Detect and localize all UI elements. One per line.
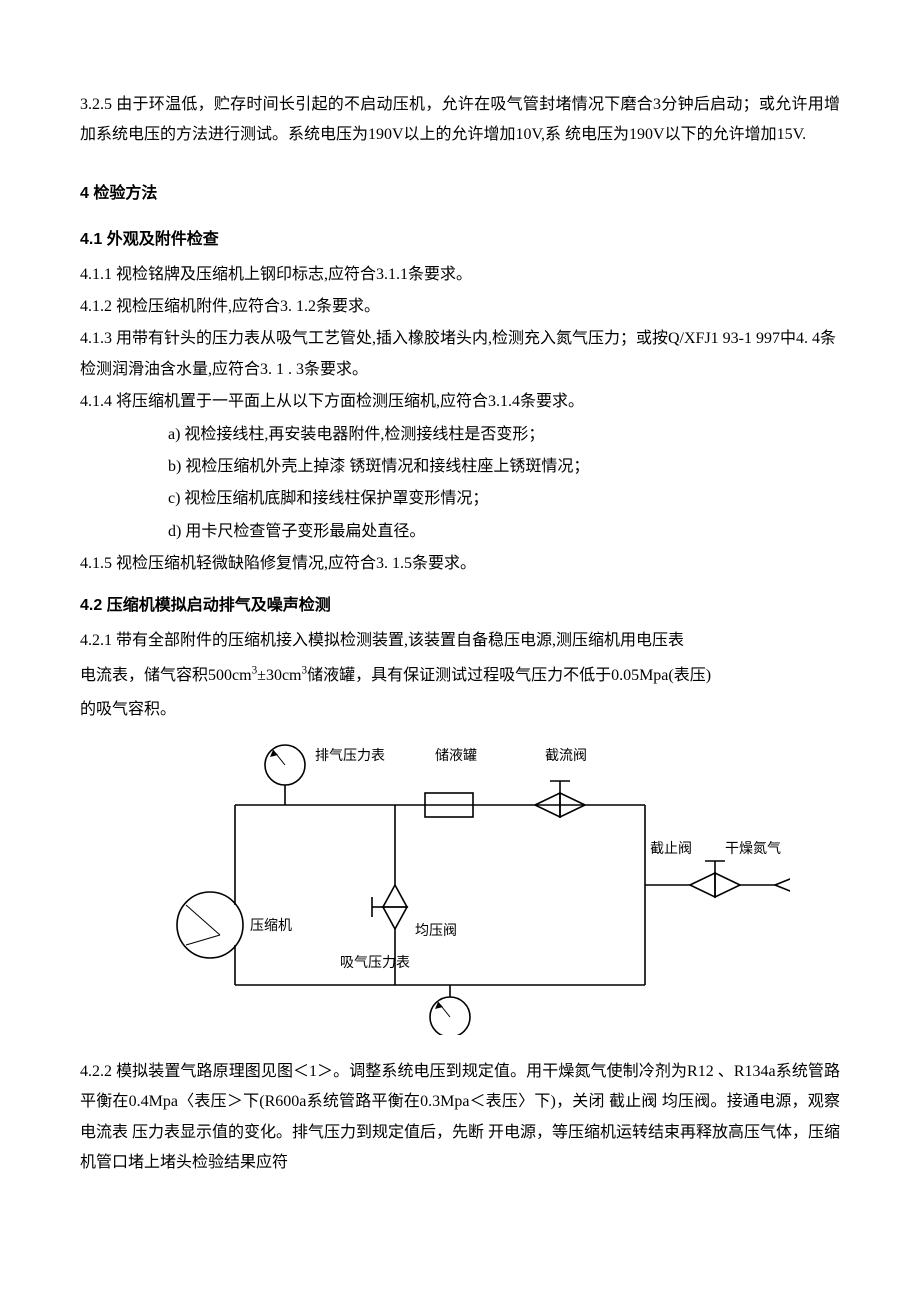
pneumatic-diagram: 排气压力表 储液罐 截流阀 压缩机 均压阀 吸气压力表 截止阀 [150, 735, 840, 1046]
para-4-1-1: 4.1.1 视检铭牌及压缩机上钢印标志,应符合3.1.1条要求。 [80, 260, 840, 290]
list-item-b: b) 视检压缩机外壳上掉漆 锈斑情况和接线柱座上锈斑情况； [168, 452, 840, 482]
list-item-a: a) 视检接线柱,再安装电器附件,检测接线柱是否变形； [168, 420, 840, 450]
para-3-2-5: 3.2.5 由于环温低，贮存时间长引起的不启动压机，允许在吸气管封堵情况下磨合3… [80, 90, 840, 151]
label-exhaust-gauge: 排气压力表 [315, 748, 385, 764]
list-item-d: d) 用卡尺检查管子变形最扁处直径。 [168, 517, 840, 547]
text-run: 电流表，储气容积500cm3±30cm3储液罐，具有保证测试过程吸气压力不低于0… [80, 667, 711, 684]
heading-4: 4 检验方法 [80, 179, 840, 209]
label-shutoff2: 截止阀 [650, 841, 692, 857]
heading-4-1: 4.1 外观及附件检查 [80, 225, 840, 255]
para-4-2-1-line1: 4.2.1 带有全部附件的压缩机接入模拟检测装置,该装置自备稳压电源,测压缩机用… [80, 626, 840, 656]
para-4-1-4: 4.1.4 将压缩机置于一平面上从以下方面检测压缩机,应符合3.1.4条要求。 [80, 387, 840, 417]
list-item-c: c) 视检压缩机底脚和接线柱保护罩变形情况； [168, 484, 840, 514]
para-4-2-1-line3: 的吸气容积。 [80, 695, 840, 725]
para-4-1-2: 4.1.2 视检压缩机附件,应符合3. 1.2条要求。 [80, 292, 840, 322]
shutoff-valve-2-icon [690, 861, 740, 897]
diagram-svg: 排气压力表 储液罐 截流阀 压缩机 均压阀 吸气压力表 截止阀 [150, 735, 790, 1035]
label-equalize: 均压阀 [415, 923, 457, 939]
label-compressor: 压缩机 [250, 918, 292, 934]
label-dry-n2: 干燥氮气 [725, 841, 781, 857]
para-4-1-3: 4.1.3 用带有针头的压力表从吸气工艺管处,插入橡胶堵头内,检测充入氮气压力；… [80, 324, 840, 385]
label-tank: 储液罐 [435, 748, 477, 764]
equalize-valve-icon [372, 885, 407, 929]
heading-4-2: 4.2 压缩机模拟启动排气及噪声检测 [80, 591, 840, 621]
para-4-2-2: 4.2.2 模拟装置气路原理图见图＜1＞。调整系统电压到规定值。用干燥氮气使制冷… [80, 1057, 840, 1179]
label-shutoff1: 截流阀 [545, 748, 587, 764]
para-4-1-5: 4.1.5 视检压缩机轻微缺陷修复情况,应符合3. 1.5条要求。 [80, 549, 840, 579]
label-suction-gauge: 吸气压力表 [340, 955, 410, 971]
shutoff-valve-1-icon [535, 781, 585, 817]
para-4-2-1-line2: 电流表，储气容积500cm3±30cm3储液罐，具有保证测试过程吸气压力不低于0… [80, 660, 840, 691]
list-4-1-4: a) 视检接线柱,再安装电器附件,检测接线柱是否变形； b) 视检压缩机外壳上掉… [80, 420, 840, 548]
